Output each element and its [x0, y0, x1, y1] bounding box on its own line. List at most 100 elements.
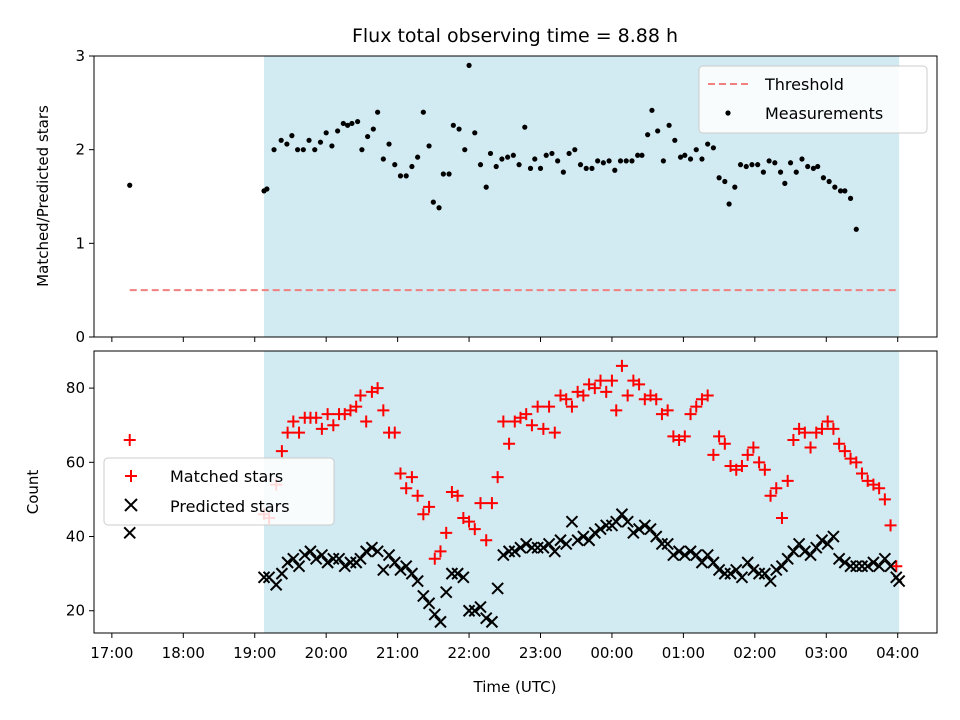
matched-star-point [884, 519, 897, 532]
matched-star-point [480, 534, 493, 547]
xtick-label: 17:00 [90, 644, 133, 662]
matched-star-point [735, 460, 748, 473]
measurement-point [456, 126, 462, 132]
measurement-point [645, 132, 651, 138]
measurement-point [466, 62, 472, 68]
measurement-point [777, 169, 784, 175]
predicted-star-point [621, 515, 634, 528]
predicted-star-point [615, 508, 629, 521]
top-ytick-label: 2 [75, 141, 85, 159]
matched-star-point [821, 415, 834, 428]
predicted-star-point [850, 560, 863, 573]
predicted-star-point [560, 537, 573, 551]
matched-star-point [287, 415, 300, 428]
predicted-star-point [792, 537, 806, 551]
matched-star-point [354, 389, 367, 402]
measurement-point [323, 130, 329, 136]
measurement-point [477, 162, 484, 168]
measurement-point [560, 169, 566, 175]
measurement-point [284, 141, 290, 147]
measurement-point [832, 184, 838, 190]
predicted-star-point [781, 552, 794, 565]
predicted-star-point [872, 560, 886, 573]
predicted-star-point [480, 611, 493, 625]
predicted-star-point [644, 522, 657, 536]
predicted-star-point [832, 552, 846, 565]
legend-predicted-swatch [124, 498, 138, 512]
matched-star-point [310, 411, 323, 424]
measurement-point [487, 150, 494, 157]
xtick-label: 04:00 [876, 644, 919, 662]
measurement-point [793, 169, 799, 175]
matched-star-point [610, 404, 623, 417]
predicted-star-point [298, 548, 311, 562]
matched-star-point [594, 374, 607, 387]
measurement-point [606, 158, 612, 164]
predicted-star-point [650, 530, 663, 543]
predicted-star-point [428, 608, 441, 621]
measurement-point [365, 133, 371, 140]
measurement-point [600, 160, 606, 166]
matched-star-point [588, 382, 601, 395]
predicted-star-point [867, 556, 880, 569]
measurement-point [375, 109, 381, 115]
measurement-point [555, 158, 561, 164]
predicted-star-point [269, 578, 283, 591]
predicted-star-point [422, 597, 436, 610]
measurement-point [649, 107, 655, 113]
predicted-star-point [770, 563, 783, 577]
xtick-label: 21:00 [376, 644, 419, 662]
matched-star-point [537, 422, 550, 435]
matched-star-point [491, 471, 504, 484]
predicted-star-point [338, 560, 351, 573]
top-y-axis-label: Matched/Predicted stars [34, 105, 52, 287]
measurement-point [450, 122, 456, 128]
measurement-point [682, 152, 688, 158]
matched-star-point [833, 437, 846, 450]
measurement-point [815, 163, 821, 170]
measurement-point [810, 165, 817, 171]
measurement-point [566, 150, 572, 157]
matched-star-point [451, 489, 464, 502]
xtick-label: 01:00 [662, 644, 705, 662]
matched-star-point [485, 497, 498, 510]
predicted-star-point [804, 548, 817, 562]
measurement-point [493, 163, 499, 170]
predicted-star-point [315, 548, 329, 562]
predicted-star-point [365, 541, 379, 554]
xtick-label: 03:00 [805, 644, 848, 662]
predicted-star-point [508, 545, 521, 558]
bottom-legend: Matched stars Predicted stars [103, 457, 335, 526]
measurement-point [799, 156, 805, 162]
matched-star-point [770, 482, 783, 495]
predicted-star-point [497, 548, 510, 562]
measurement-point [820, 175, 827, 181]
matched-stars-series [123, 359, 903, 573]
predicted-star-point [531, 541, 544, 554]
matched-star-point [838, 445, 851, 458]
matched-star-point [764, 489, 777, 502]
top-ytick-label: 1 [75, 234, 85, 252]
matched-star-point [428, 552, 441, 565]
measurement-point [710, 145, 716, 151]
measurement-point [415, 154, 421, 160]
predicted-star-point [371, 545, 384, 558]
matched-star-point [873, 482, 886, 495]
measurement-point [677, 154, 684, 160]
predicted-star-point [638, 519, 652, 532]
predicted-star-point [588, 526, 602, 540]
measurement-point [726, 201, 732, 207]
predicted-star-point [327, 552, 340, 565]
predicted-star-point [684, 545, 697, 558]
measurement-point [639, 152, 645, 158]
matched-star-point [565, 400, 578, 413]
matched-star-point [503, 437, 516, 450]
predicted-star-point [292, 560, 306, 573]
matched-star-point [321, 408, 334, 421]
matched-star-point [855, 467, 868, 480]
measurement-point [782, 180, 788, 186]
matched-star-point [463, 515, 476, 528]
matched-star-point [543, 400, 556, 413]
legend-measurements-label: Measurements [765, 104, 883, 123]
predicted-star-point [382, 548, 396, 562]
